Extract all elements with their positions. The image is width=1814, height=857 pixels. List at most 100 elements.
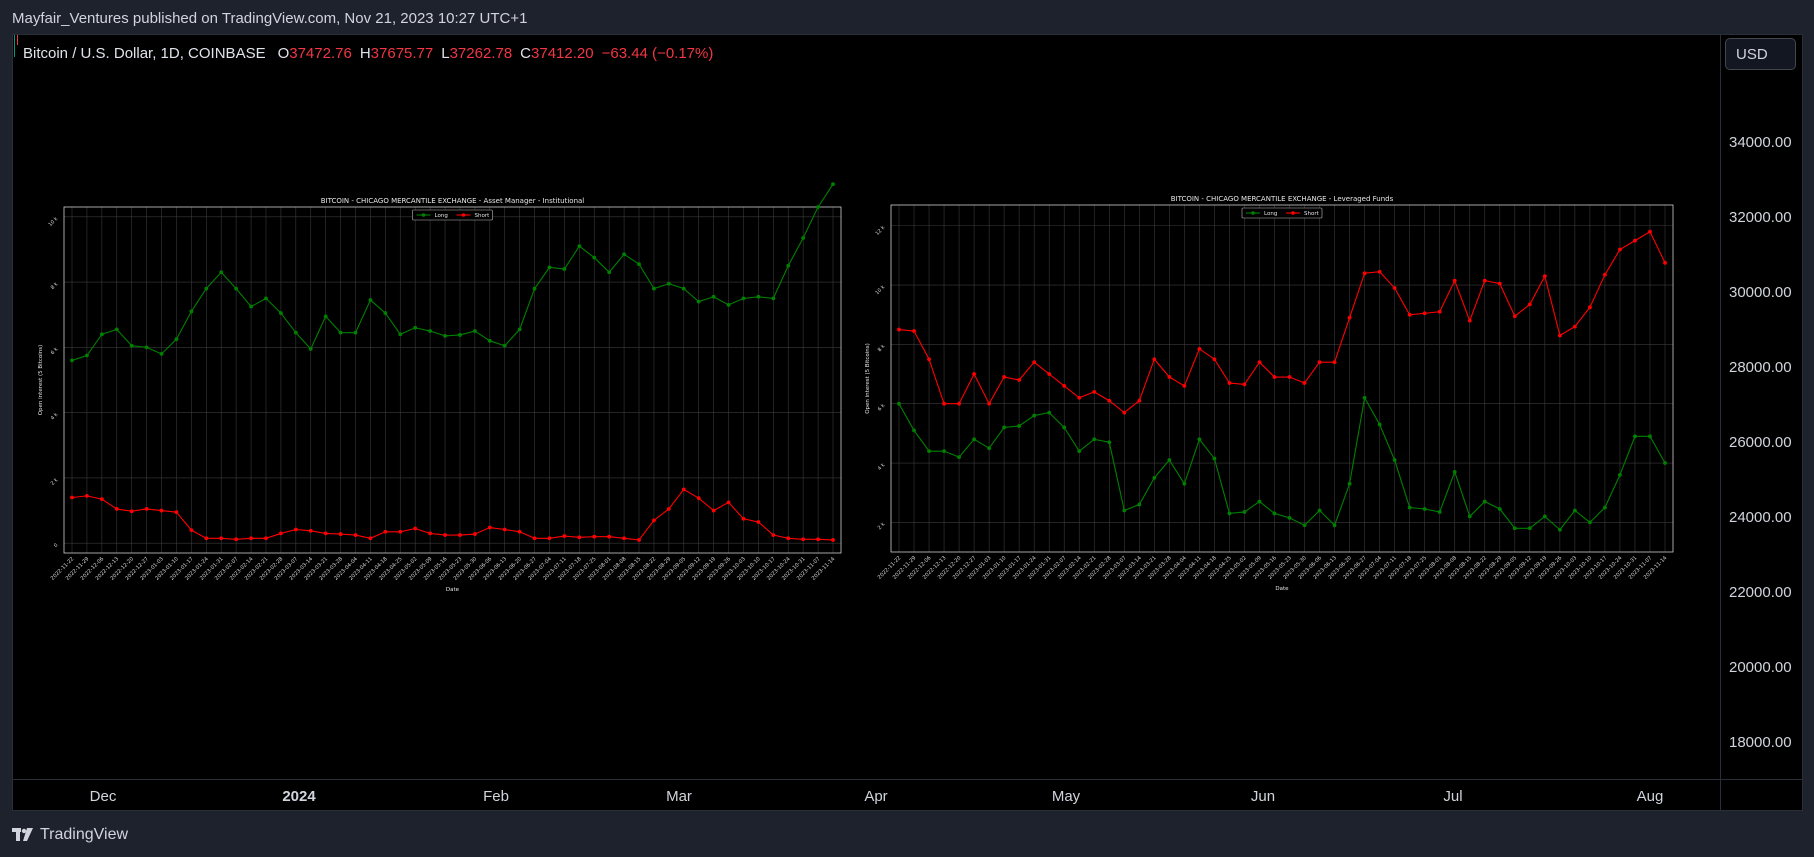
data-point-short: [502, 527, 507, 532]
data-point-short: [1347, 315, 1352, 320]
price-scale[interactable]: [1720, 35, 1803, 779]
data-point-short: [487, 525, 492, 530]
data-point-long: [174, 337, 179, 342]
data-point-short: [1212, 357, 1217, 362]
data-point-long: [472, 329, 477, 333]
data-point-long: [1588, 520, 1592, 525]
y-axis-label: Open interest (5 Bitcoins): [865, 343, 871, 414]
series-line-short: [71, 488, 834, 541]
data-point-short: [1362, 271, 1367, 276]
data-point-long: [398, 332, 403, 337]
data-point-short: [338, 532, 343, 536]
data-point-long: [1047, 410, 1052, 415]
data-point-long: [607, 270, 612, 275]
data-point-short: [443, 533, 447, 537]
currency-button[interactable]: USD: [1725, 38, 1796, 70]
data-point-long: [1392, 458, 1397, 462]
x-axis-label: Date: [1275, 586, 1289, 592]
data-point-short: [1032, 360, 1037, 365]
data-point-short: [1648, 229, 1652, 234]
data-point-long: [443, 334, 447, 338]
data-point-long: [1542, 514, 1547, 519]
data-point-short: [912, 329, 916, 333]
plot-frame: [63, 206, 842, 554]
data-point-short: [70, 495, 74, 500]
data-point-long: [1482, 499, 1487, 504]
data-point-long: [666, 281, 671, 286]
price-tick: 26000.00: [1729, 434, 1792, 451]
data-point-short: [1017, 378, 1022, 382]
data-point-short: [189, 528, 194, 533]
low-label: L: [441, 45, 450, 62]
data-point-long: [622, 252, 626, 257]
data-point-short: [927, 357, 931, 362]
time-tick: Dec: [89, 788, 117, 805]
data-point-long: [308, 347, 313, 351]
time-axis[interactable]: [13, 779, 1720, 811]
data-point-short: [174, 510, 179, 515]
data-point-long: [1663, 461, 1667, 465]
data-point-long: [338, 330, 343, 335]
data-point-short: [1377, 269, 1382, 274]
data-point-long: [1107, 440, 1112, 445]
data-point-long: [1002, 425, 1007, 430]
data-point-short: [472, 532, 477, 536]
data-point-long: [1557, 527, 1562, 532]
data-point-short: [1588, 305, 1592, 310]
data-point-short: [1572, 324, 1577, 329]
data-point-long: [1527, 526, 1532, 531]
data-point-short: [562, 534, 567, 538]
legend-label: Long: [435, 213, 448, 219]
data-point-short: [1092, 389, 1097, 394]
y-tick-label: 0: [53, 542, 59, 548]
data-point-short: [353, 533, 358, 537]
data-point-short: [726, 500, 731, 505]
data-point-short: [1002, 375, 1007, 379]
data-point-long: [726, 303, 731, 307]
data-point-short: [428, 531, 433, 536]
data-point-short: [756, 520, 761, 524]
data-point-long: [1242, 510, 1247, 514]
data-point-short: [99, 497, 104, 502]
data-point-long: [428, 329, 433, 333]
high-value: 37675.77: [370, 45, 434, 62]
data-point-long: [681, 286, 686, 291]
tradingview-logo[interactable]: TradingView: [12, 826, 128, 844]
data-point-long: [957, 455, 961, 459]
data-point-long: [771, 296, 776, 301]
data-point-long: [1017, 424, 1022, 428]
data-point-short: [249, 536, 253, 541]
data-point-short: [831, 538, 835, 542]
chart-pane[interactable]: Bitcoin / U.S. Dollar, 1D, COINBASE O 374…: [13, 35, 1720, 779]
data-point-short: [1047, 372, 1052, 376]
time-tick: Mar: [666, 788, 692, 805]
symbol-title[interactable]: Bitcoin / U.S. Dollar, 1D, COINBASE: [23, 45, 266, 62]
symbol-legend: Bitcoin / U.S. Dollar, 1D, COINBASE O 374…: [23, 45, 713, 62]
time-tick: Aug: [1636, 788, 1664, 805]
data-point-long: [897, 401, 901, 406]
legend-label: Long: [1264, 211, 1277, 217]
data-point-long: [1648, 434, 1652, 439]
legend-swatch-marker: [1251, 211, 1255, 215]
data-point-long: [1197, 437, 1202, 442]
high-label: H: [359, 45, 371, 62]
data-point-short: [368, 536, 373, 541]
data-point-long: [1572, 508, 1577, 513]
data-point-long: [413, 325, 418, 330]
data-point-long: [204, 286, 209, 291]
data-point-long: [159, 351, 164, 356]
y-tick-label: 8 k: [877, 343, 887, 353]
data-point-long: [1167, 458, 1172, 462]
data-point-long: [264, 296, 268, 301]
data-point-short: [1482, 278, 1487, 283]
data-point-long: [1512, 526, 1517, 531]
data-point-long: [987, 446, 992, 451]
data-point-short: [1272, 375, 1277, 379]
data-point-short: [1452, 278, 1457, 283]
data-point-long: [652, 286, 656, 291]
data-point-short: [1182, 384, 1187, 388]
data-point-long: [70, 358, 74, 363]
price-tick: 22000.00: [1729, 584, 1792, 601]
y-tick-label: 2 k: [50, 477, 60, 487]
